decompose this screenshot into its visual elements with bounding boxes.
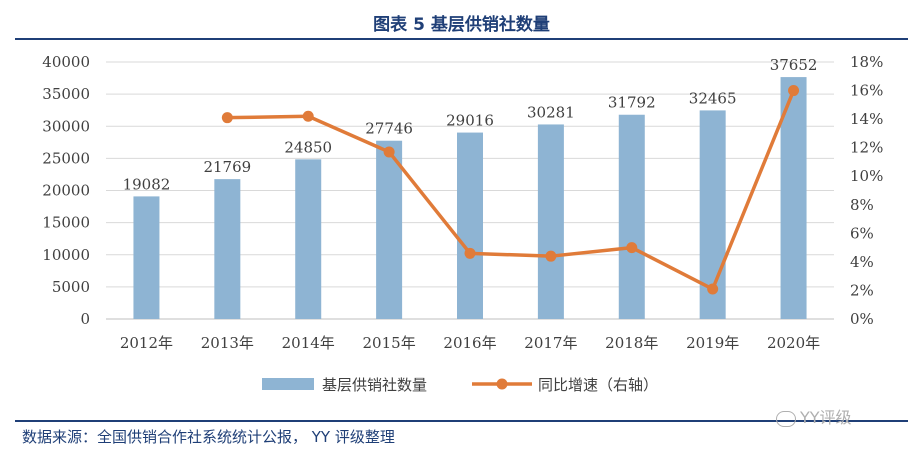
bar: [133, 196, 160, 319]
x-tick-label: 2012年: [120, 334, 173, 352]
growth-point: [626, 242, 638, 254]
x-tick-label: 2014年: [282, 334, 335, 352]
growth-line: [227, 89, 796, 291]
y-tick-left: 15000: [42, 214, 90, 232]
legend-label-line: 同比增速（右轴）: [538, 376, 658, 394]
y-tick-right: 14%: [850, 110, 883, 128]
bar: [214, 179, 241, 319]
y-tick-right: 0%: [850, 310, 874, 328]
y-tick-right: 6%: [850, 224, 874, 242]
chat-bubble-icon: [776, 410, 796, 427]
bar: [457, 132, 483, 319]
y-tick-right: 8%: [850, 196, 874, 214]
y-tick-right: 10%: [850, 167, 883, 185]
y-tick-right: 12%: [850, 139, 883, 157]
y-tick-left: 20000: [42, 182, 90, 200]
growth-point: [221, 112, 233, 124]
bar: [295, 159, 322, 319]
bar-value-label: 21769: [203, 158, 251, 176]
bar-value-label: 19082: [123, 175, 171, 193]
legend-marker-line: [496, 378, 508, 390]
bar-value-label: 30281: [527, 103, 575, 121]
growth-point: [788, 85, 800, 97]
x-tick-label: 2013年: [201, 334, 254, 352]
bar-value-label: 31792: [608, 94, 656, 112]
legend-label-bar: 基层供销社数量: [322, 376, 427, 394]
y-tick-right: 18%: [850, 53, 883, 71]
x-tick-label: 2016年: [443, 334, 496, 352]
y-tick-left: 5000: [52, 278, 90, 296]
x-tick-label: 2018年: [605, 334, 658, 352]
y-tick-left: 35000: [42, 85, 90, 103]
bar: [780, 77, 807, 319]
y-tick-left: 0: [80, 310, 90, 328]
growth-point: [383, 146, 395, 158]
y-tick-right: 4%: [850, 253, 874, 271]
bar: [537, 124, 564, 319]
y-tick-left: 25000: [42, 149, 90, 167]
source-rule: [15, 420, 908, 422]
legend-swatch-bar: [262, 378, 314, 390]
bar: [618, 114, 645, 320]
growth-point: [464, 247, 476, 259]
source-note: 数据来源：全国供销合作社系统统计公报， YY 评级整理: [22, 428, 395, 446]
bar-value-label: 24850: [284, 138, 332, 156]
x-tick-label: 2015年: [363, 334, 416, 352]
chart-title: 图表 5 基层供销社数量: [373, 15, 550, 35]
bar-value-label: 27746: [365, 120, 413, 138]
watermark-text: YY评级: [800, 408, 852, 427]
chart: 0 5000 10000 15000 20000 25000 30000 35000 40000…: [42, 53, 883, 394]
x-tick-label: 2020年: [767, 334, 820, 352]
bar-value-label: 37652: [770, 56, 818, 74]
y-tick-left: 40000: [42, 53, 90, 71]
bar-value-label: 32465: [689, 89, 737, 107]
growth-point: [545, 250, 557, 262]
growth-point: [707, 283, 719, 295]
title-rule: [15, 38, 908, 40]
x-tick-label: 2017年: [524, 334, 577, 352]
bar-value-label: 29016: [446, 112, 494, 130]
bar: [376, 140, 403, 319]
watermark: YY评级: [776, 404, 852, 428]
y-tick-left: 30000: [42, 117, 90, 135]
y-tick-right: 2%: [850, 281, 874, 299]
x-tick-label: 2019年: [686, 334, 739, 352]
growth-point: [302, 110, 314, 122]
y-tick-left: 10000: [42, 246, 90, 264]
y-tick-right: 16%: [850, 82, 883, 100]
